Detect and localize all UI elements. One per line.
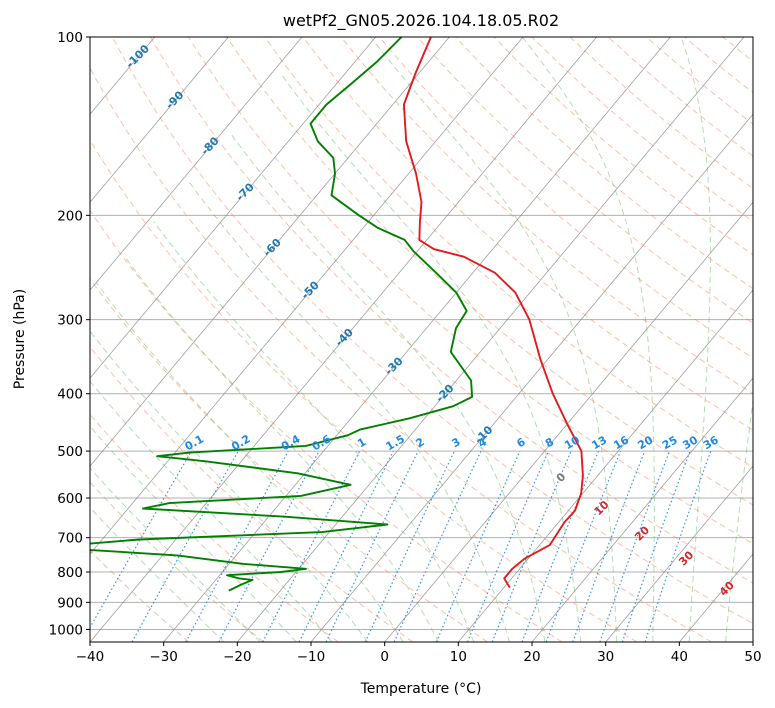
dewpoint-profile-line (90, 37, 474, 592)
mixing-ratio-line (491, 450, 572, 642)
mixing-ratio-line (185, 450, 289, 642)
moist-adiabat (187, 180, 510, 642)
mixing-ratio-line (644, 450, 712, 642)
moist-adiabat (229, 132, 546, 642)
isotherm-line (237, 37, 745, 642)
isotherm-line (458, 289, 753, 642)
moist-adiabat (90, 380, 333, 642)
isotherm-line (384, 201, 753, 642)
isotherms (90, 37, 753, 642)
x-axis-ticks: −40 −30 −20 −10 0 10 20 30 40 50 (76, 642, 762, 665)
y-tick-label: 900 (57, 595, 83, 611)
dry-adiabat (149, 37, 753, 584)
mixing-ratio-line (262, 450, 361, 642)
moist-adiabat (725, 396, 753, 642)
x-tick-label: 30 (597, 649, 614, 665)
y-tick-label: 600 (57, 491, 83, 507)
isotherm-line (310, 113, 753, 642)
moist-adiabat (90, 330, 369, 642)
dry-adiabat (455, 37, 753, 290)
moist-adiabat (95, 282, 404, 642)
y-tick-label: 400 (57, 387, 83, 403)
mixing-ratio-line (131, 450, 239, 642)
isotherm-line (90, 37, 597, 642)
dry-adiabat (90, 346, 414, 642)
x-tick-label: 40 (671, 649, 688, 665)
dry-adiabat (378, 37, 753, 359)
mixing-ratio-line (599, 450, 671, 642)
mixing-ratio-line (521, 450, 600, 642)
dry-adiabat (90, 549, 190, 642)
plot-frame (89, 36, 754, 643)
x-tick-label: 10 (450, 649, 467, 665)
x-tick-label: −40 (76, 649, 105, 665)
y-tick-label: 300 (57, 313, 83, 329)
moist-adiabat (90, 506, 225, 642)
y-tick-label: 700 (57, 531, 83, 547)
y-tick-label: 100 (57, 30, 83, 46)
dry-adiabat (90, 66, 712, 642)
x-tick-label: 50 (744, 649, 761, 665)
x-tick-label: −30 (149, 649, 178, 665)
x-tick-label: −10 (297, 649, 326, 665)
moist-adiabat (153, 221, 475, 642)
mixing-ratio-line (572, 450, 646, 642)
mixing-ratio-lines (90, 450, 712, 642)
isotherm-line (605, 465, 753, 642)
isotherm-line (163, 37, 671, 642)
moist-adiabat (124, 256, 439, 642)
isotherm-line (90, 37, 303, 291)
isotherm-line (531, 377, 753, 642)
dry-adiabat (226, 37, 753, 506)
sounding-series (90, 37, 584, 592)
dry-adiabat (90, 278, 488, 642)
isotherm-line (90, 37, 229, 203)
x-tick-label: 0 (380, 649, 389, 665)
mixing-ratio-line (298, 450, 394, 642)
chart-title: wetPf2_GN05.2026.104.18.05.R02 (283, 11, 559, 31)
moist-adiabat (521, 37, 655, 642)
y-axis-label: Pressure (hPa) (12, 289, 28, 389)
y-tick-label: 200 (57, 208, 83, 224)
dry-adiabat (111, 37, 753, 625)
x-axis-label: Temperature (°C) (360, 681, 482, 697)
temperature-profile-line (402, 37, 584, 589)
moist-adiabat (279, 72, 582, 642)
moist-adiabat (90, 467, 261, 642)
mixing-ratio-line (545, 450, 622, 642)
mixing-ratio-line (621, 450, 691, 642)
mixing-ratio-line (435, 450, 521, 642)
y-tick-label: 500 (57, 444, 83, 460)
moist-adiabat (680, 37, 711, 642)
isotherm-line (90, 37, 524, 555)
y-tick-label: 1000 (49, 622, 83, 638)
dry-adiabat (417, 37, 753, 324)
isotherm-line (90, 37, 376, 379)
y-tick-label: 800 (57, 565, 83, 581)
isotherm-line (90, 37, 450, 467)
x-tick-label: 20 (523, 649, 540, 665)
mixing-ratio-line (466, 450, 549, 642)
y-axis-ticks: 1000 900 800 700 600 500 400 300 200 100 (49, 30, 90, 638)
dry-adiabat (90, 139, 638, 642)
x-tick-label: −20 (223, 649, 252, 665)
